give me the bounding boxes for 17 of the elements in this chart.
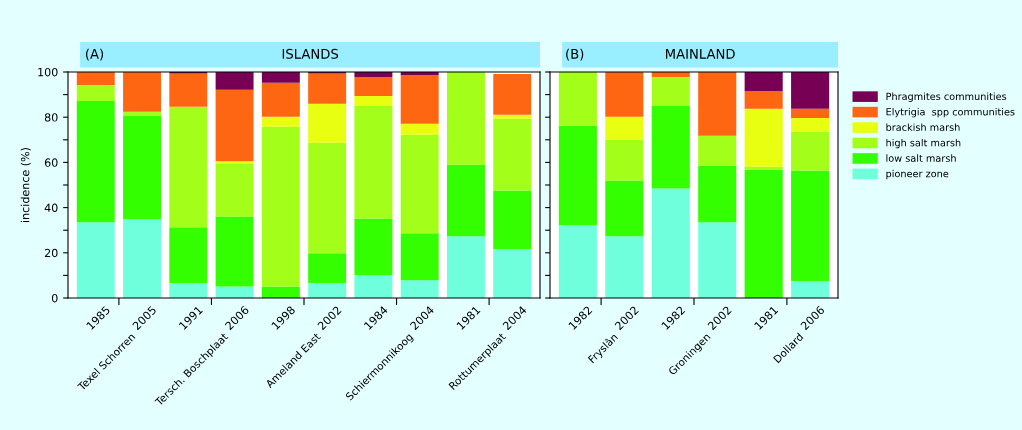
y-axis-title: incidence (%) [20, 147, 31, 222]
chart-title: (B) [566, 48, 584, 61]
y-tick-label: 0 [51, 293, 58, 303]
legend-label: pioneer zone [886, 169, 949, 180]
legend-label: low salt marsh [886, 154, 956, 162]
chart-title: (A) [86, 48, 104, 61]
legend-label: Elytrigia spp communities [886, 107, 1015, 118]
legend-label: brackish marsh [886, 123, 960, 131]
chart-subtitle: MAINLAND [665, 49, 735, 59]
y-tick-label: 80 [44, 113, 58, 122]
y-tick-label: 40 [44, 203, 58, 212]
legend-label: Phragmites communities [886, 92, 1007, 102]
chart-subtitle: ISLANDS [282, 48, 339, 59]
y-tick-label: 60 [44, 158, 58, 167]
legend-label: high salt marsh [886, 138, 961, 149]
y-tick-label: 20 [44, 248, 58, 258]
y-tick-label: 100 [38, 67, 58, 77]
